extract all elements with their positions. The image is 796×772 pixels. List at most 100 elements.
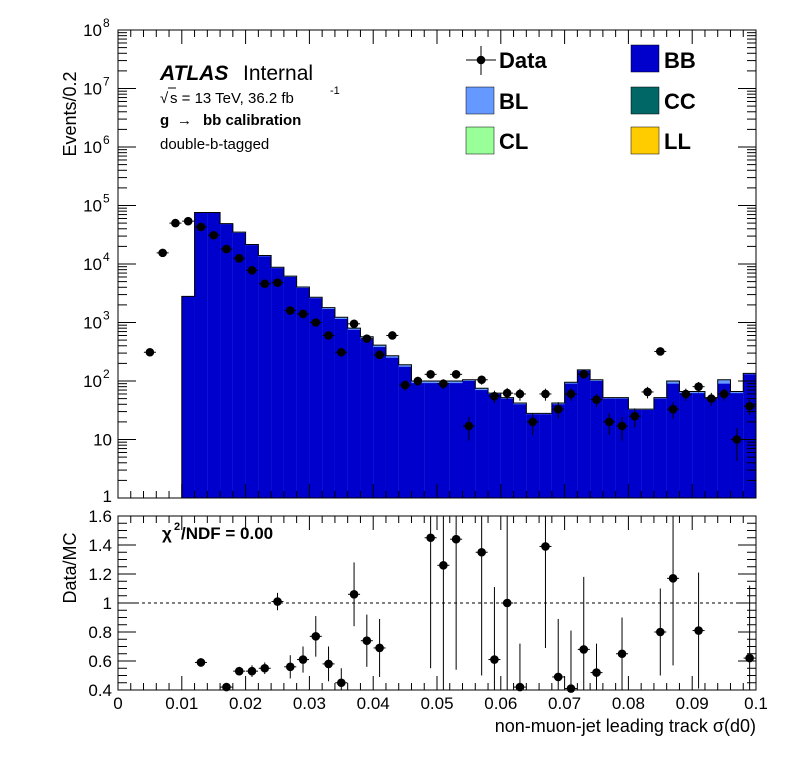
ratio-point (222, 682, 231, 692)
y-tick-label: 10 (83, 255, 102, 274)
mc-bb-bar (539, 414, 553, 498)
ratio-y-tick-label: 0.6 (88, 652, 112, 671)
y-tick-label: 10 (83, 138, 102, 157)
x-tick-label: 0.07 (548, 694, 581, 713)
mc-bb-bar (322, 309, 336, 498)
data-point (604, 417, 614, 427)
data-point (311, 318, 321, 327)
ratio-point (234, 666, 244, 676)
y-tick-label: 1 (103, 487, 112, 506)
data-point (451, 370, 461, 379)
data-point (694, 382, 703, 391)
y-tick-label: 10 (93, 431, 112, 450)
data-point (732, 435, 742, 444)
data-point (630, 411, 640, 421)
x-tick-label: 0.04 (357, 694, 390, 713)
data-point (707, 394, 716, 403)
ratio-y-tick-label: 0.4 (88, 681, 112, 700)
selection-arrow: → (177, 112, 192, 129)
data-point (464, 421, 474, 431)
data-point (745, 401, 754, 411)
y-tick-exponent: 5 (103, 192, 110, 206)
ratio-point (745, 653, 754, 663)
legend-swatch-bl (465, 86, 495, 115)
ratio-panel: 0.4 0.6 0.8 1 1.2 1.4 1.6 0 0.01 0.02 0.03 0.04 0.05… (60, 507, 768, 736)
mc-bb-bar (334, 318, 348, 498)
ratio-point (579, 645, 589, 654)
mc-bb-bar (692, 393, 706, 498)
x-tick-label: 0.1 (744, 694, 768, 713)
x-tick-label: 0.08 (612, 694, 645, 713)
legend-label-ll: LL (664, 129, 691, 154)
legend-data-marker (476, 55, 486, 65)
legend-label-data: Data (499, 48, 547, 73)
legend-swatch-cc (630, 86, 660, 115)
energy-label: s = 13 TeV, 36.2 fb (170, 90, 294, 107)
chi2-exponent: 2 (174, 521, 180, 533)
ratio-y-tick-label: 1.4 (88, 536, 112, 555)
mc-bb-bar (360, 339, 374, 498)
data-point (285, 306, 295, 315)
ratio-point (362, 636, 372, 645)
data-point (681, 389, 691, 399)
y-tick-exponent: 4 (103, 250, 110, 264)
ratio-y-tick-label: 1.2 (88, 565, 112, 584)
data-point (528, 417, 537, 427)
data-point (222, 244, 231, 254)
data-point (273, 278, 282, 287)
mc-bb-bar (347, 329, 361, 498)
x-tick-label: 0.02 (229, 694, 262, 713)
ratio-point (553, 672, 563, 682)
chi2-value: /NDF = 0.00 (181, 524, 273, 543)
ratio-point (477, 547, 486, 557)
mc-bb-bar (526, 414, 540, 498)
mc-bb-bar (743, 374, 757, 498)
data-point (247, 266, 257, 275)
ratio-point (273, 597, 282, 606)
chi2-symbol: χ (162, 524, 172, 543)
y-tick-label: 10 (83, 314, 102, 333)
mc-bb-bar (220, 224, 234, 498)
data-point (490, 391, 499, 401)
selection-label: bb calibration (203, 112, 301, 129)
data-point (515, 389, 525, 399)
mc-bb-bar (437, 383, 451, 498)
x-tick-label: 0.05 (420, 694, 453, 713)
ratio-point (566, 684, 576, 693)
y-tick-exponent: 8 (103, 16, 110, 30)
ratio-point (298, 655, 308, 664)
x-axis-title: non-muon-jet leading track σ(d0) (495, 716, 756, 736)
ratio-point (439, 561, 448, 570)
mc-bb-bar (641, 409, 655, 498)
ratio-point (375, 643, 384, 653)
y-tick-exponent: 6 (103, 133, 110, 147)
ratio-point (426, 533, 435, 543)
data-point (234, 254, 244, 263)
mc-bb-bar (449, 383, 463, 498)
data-point (171, 218, 180, 228)
mc-bb-bar (500, 398, 514, 498)
ratio-point (285, 662, 295, 672)
ratio-point (337, 678, 346, 688)
y-tick-exponent: 2 (103, 367, 110, 381)
ratio-point (247, 666, 257, 676)
ratio-point (196, 658, 206, 667)
ratio-point (656, 627, 665, 637)
ratio-point (349, 590, 359, 599)
data-point (400, 380, 410, 390)
mc-bb-bar (551, 404, 565, 498)
data-point (158, 248, 167, 258)
data-point (388, 331, 397, 340)
data-point (209, 230, 218, 240)
mc-stack-outline (181, 211, 757, 498)
legend-swatch-cl (465, 126, 495, 155)
legend-label-bb: BB (664, 48, 696, 73)
y-tick-label: 10 (83, 80, 102, 99)
x-tick-label: 0.03 (293, 694, 326, 713)
mc-bb-bar (653, 398, 667, 498)
mc-bb-bar (424, 383, 438, 498)
y-tick-label: 10 (83, 197, 102, 216)
data-point (566, 389, 576, 399)
mc-bb-bar (194, 212, 208, 499)
mc-bb-bar (488, 393, 502, 498)
